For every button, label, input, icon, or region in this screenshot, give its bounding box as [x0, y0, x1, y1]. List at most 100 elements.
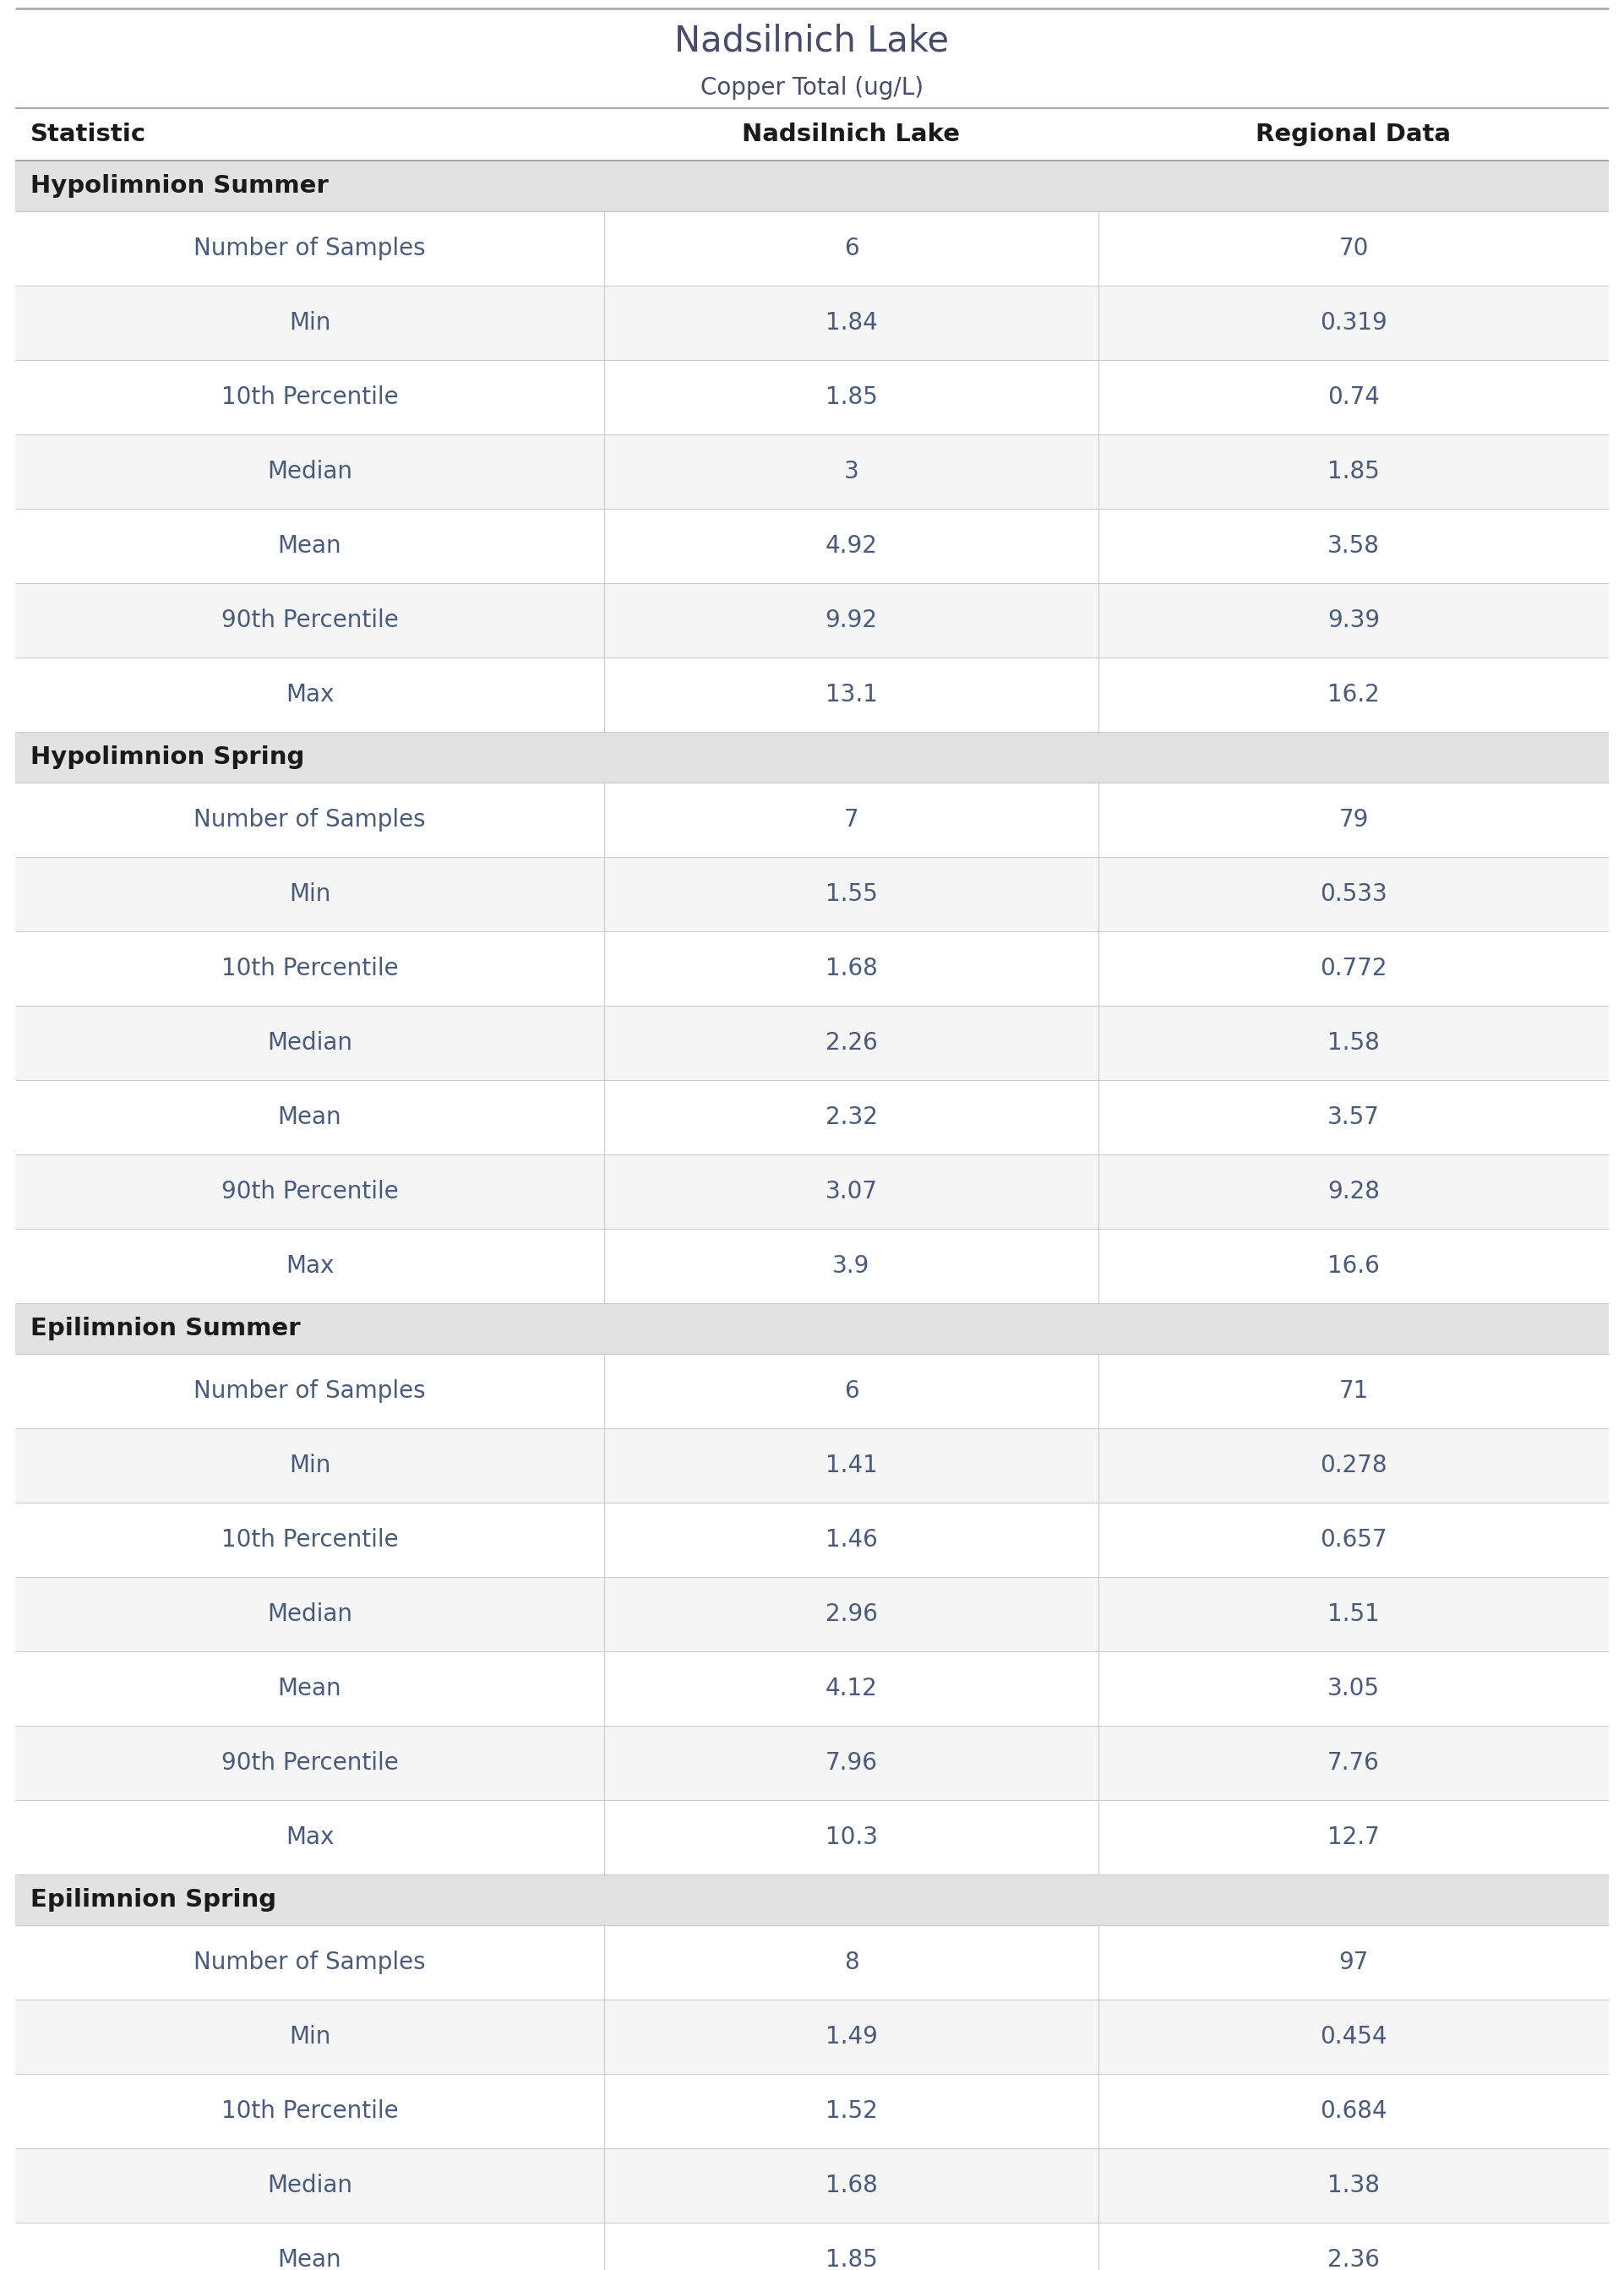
Text: 7.96: 7.96 — [825, 1750, 877, 1775]
Text: 97: 97 — [1338, 1950, 1369, 1975]
Text: Max: Max — [286, 1253, 335, 1278]
Bar — [15, 658, 1609, 731]
Bar — [15, 858, 1609, 931]
Text: 1.85: 1.85 — [825, 386, 877, 409]
Text: 0.533: 0.533 — [1320, 883, 1387, 906]
Text: 3.58: 3.58 — [1327, 533, 1380, 558]
Bar — [15, 1503, 1609, 1578]
Bar — [15, 2000, 1609, 2075]
Text: 4.12: 4.12 — [825, 1678, 877, 1700]
Text: 3.57: 3.57 — [1327, 1105, 1380, 1128]
Text: 1.58: 1.58 — [1327, 1031, 1380, 1056]
Bar — [15, 1650, 1609, 1725]
Text: Median: Median — [266, 461, 352, 484]
Text: 0.74: 0.74 — [1327, 386, 1380, 409]
Text: 10th Percentile: 10th Percentile — [221, 956, 398, 981]
Text: Max: Max — [286, 683, 335, 706]
Text: Min: Min — [289, 2025, 331, 2048]
Bar — [15, 1081, 1609, 1155]
Bar — [15, 1155, 1609, 1228]
Text: Regional Data: Regional Data — [1255, 123, 1452, 145]
Text: 1.46: 1.46 — [825, 1528, 877, 1553]
Text: Max: Max — [286, 1825, 335, 1850]
Bar — [15, 434, 1609, 508]
Text: 1.38: 1.38 — [1327, 2175, 1380, 2197]
Text: Mean: Mean — [278, 2247, 341, 2270]
Bar — [15, 1578, 1609, 1650]
Text: 13.1: 13.1 — [825, 683, 877, 706]
Text: Epilimnion Summer: Epilimnion Summer — [31, 1317, 300, 1339]
Text: 0.684: 0.684 — [1320, 2100, 1387, 2122]
Bar — [15, 109, 1609, 161]
Text: 10.3: 10.3 — [825, 1825, 877, 1850]
Bar — [15, 1725, 1609, 1800]
Text: 8: 8 — [844, 1950, 859, 1975]
Text: Number of Samples: Number of Samples — [193, 1950, 425, 1975]
Bar — [15, 1006, 1609, 1081]
Text: 1.84: 1.84 — [825, 311, 877, 334]
Text: 9.92: 9.92 — [825, 608, 877, 631]
Text: 10th Percentile: 10th Percentile — [221, 2100, 398, 2122]
Text: Statistic: Statistic — [31, 123, 146, 145]
Text: 16.6: 16.6 — [1327, 1253, 1380, 1278]
Text: 2.32: 2.32 — [825, 1105, 877, 1128]
Text: Copper Total (ug/L): Copper Total (ug/L) — [700, 77, 924, 100]
Text: 79: 79 — [1338, 808, 1369, 831]
Bar — [15, 211, 1609, 286]
Text: Nadsilnich Lake: Nadsilnich Lake — [674, 23, 950, 59]
Text: 12.7: 12.7 — [1327, 1825, 1380, 1850]
Text: 1.85: 1.85 — [825, 2247, 877, 2270]
Text: 0.278: 0.278 — [1320, 1453, 1387, 1478]
Text: Min: Min — [289, 1453, 331, 1478]
Text: Median: Median — [266, 1603, 352, 1625]
Text: 1.68: 1.68 — [825, 2175, 877, 2197]
Text: 2.36: 2.36 — [1327, 2247, 1380, 2270]
Text: 2.26: 2.26 — [825, 1031, 877, 1056]
Text: 0.657: 0.657 — [1320, 1528, 1387, 1553]
Text: 1.68: 1.68 — [825, 956, 877, 981]
Text: 2.96: 2.96 — [825, 1603, 877, 1625]
Text: 10th Percentile: 10th Percentile — [221, 386, 398, 409]
Bar — [15, 1925, 1609, 2000]
Bar — [15, 1428, 1609, 1503]
Bar — [15, 1228, 1609, 1303]
Text: 3.9: 3.9 — [833, 1253, 870, 1278]
Text: Median: Median — [266, 2175, 352, 2197]
Text: Number of Samples: Number of Samples — [193, 808, 425, 831]
Bar — [15, 731, 1609, 783]
Bar — [15, 2222, 1609, 2270]
Text: 10th Percentile: 10th Percentile — [221, 1528, 398, 1553]
Text: 7: 7 — [844, 808, 859, 831]
Text: 1.85: 1.85 — [1327, 461, 1380, 484]
Text: 3.07: 3.07 — [825, 1180, 877, 1203]
Text: 1.55: 1.55 — [825, 883, 877, 906]
Bar — [15, 1303, 1609, 1353]
Bar — [15, 286, 1609, 361]
Text: 70: 70 — [1338, 236, 1369, 261]
Text: 9.39: 9.39 — [1327, 608, 1380, 631]
Bar — [15, 508, 1609, 583]
Text: 3.05: 3.05 — [1327, 1678, 1380, 1700]
Text: Median: Median — [266, 1031, 352, 1056]
Text: 16.2: 16.2 — [1327, 683, 1380, 706]
Text: Nadsilnich Lake: Nadsilnich Lake — [742, 123, 960, 145]
Bar — [15, 1875, 1609, 1925]
Bar — [15, 361, 1609, 434]
Text: 1.51: 1.51 — [1327, 1603, 1380, 1625]
Bar — [15, 2075, 1609, 2147]
Text: 0.319: 0.319 — [1320, 311, 1387, 334]
Bar — [15, 783, 1609, 858]
Text: Epilimnion Spring: Epilimnion Spring — [31, 1889, 276, 1911]
Text: Mean: Mean — [278, 533, 341, 558]
Text: 1.49: 1.49 — [825, 2025, 877, 2048]
Text: 71: 71 — [1338, 1380, 1369, 1403]
Text: 6: 6 — [844, 236, 859, 261]
Text: 1.52: 1.52 — [825, 2100, 877, 2122]
Text: 90th Percentile: 90th Percentile — [221, 1180, 398, 1203]
Text: 9.28: 9.28 — [1327, 1180, 1380, 1203]
Bar — [15, 583, 1609, 658]
Text: Mean: Mean — [278, 1678, 341, 1700]
Bar — [15, 1353, 1609, 1428]
Bar — [15, 1800, 1609, 1875]
Text: Hypolimnion Summer: Hypolimnion Summer — [31, 175, 328, 197]
